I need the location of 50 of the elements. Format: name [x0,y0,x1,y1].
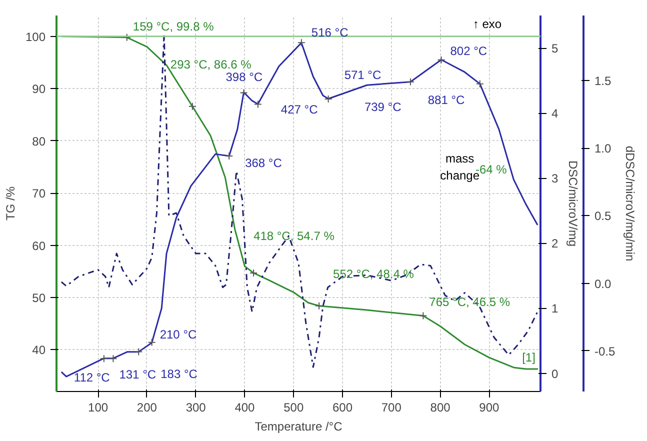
y2-axis-title: DSC/microV/mg [566,160,580,247]
y3-tick-label: 0.5 [594,209,612,224]
y3-tick-label: 1.5 [594,74,612,88]
y3-tick-label: 0.0 [594,276,612,291]
y3-axis-title: dDSC/microV/mg/min [623,146,638,262]
annotation: 159 °C, 99.8 % [132,19,214,34]
annotation: 368 °C [245,156,282,170]
y2-tick-label: 4 [552,106,558,121]
y2-tick-label: 2 [552,236,558,251]
x-tick-label: 600 [332,400,353,414]
annotation: 210 °C [160,327,197,342]
y-tick-label: 90 [32,82,46,96]
x-tick-label: 400 [234,400,256,414]
x-tick-label: 500 [284,400,304,414]
y-tick-label: 100 [25,30,46,44]
annotation: ↑ exo [472,16,502,31]
y-tick-label: 40 [32,343,46,358]
x-axis-title: Temperature /°C [254,420,343,434]
annotation: 183 °C [160,366,198,381]
annotation: 131 °C [119,368,156,382]
annotation: 516 °C [311,26,349,40]
x-tick-label: 300 [186,400,206,414]
y-tick-label: 60 [32,238,46,253]
y-tick-label: 80 [32,134,46,148]
annotation: [1] [522,350,536,365]
y3-tick-label: -0.5 [594,344,616,358]
annotation: 427 °C [280,102,318,116]
x-tick-label: 100 [88,400,108,414]
x-tick-label: 700 [381,400,402,414]
y3-tick-label: 1.0 [594,142,612,156]
annotation: 398 °C [226,70,263,84]
annotation: 739 °C [364,100,402,114]
y2-tick-label: 1 [552,302,558,316]
annotation: 418 °C, 54.7 % [254,228,335,243]
x-tick-label: 800 [430,400,451,414]
y-tick-label: 50 [32,291,46,305]
annotation: 765 °C, 46.5 % [429,294,510,309]
y2-tick-label: 3 [552,172,558,186]
y-axis-title: TG /% [3,186,18,220]
annotation: 293 °C, 86.6 % [170,57,252,72]
annotation: 802 °C [450,44,488,58]
y2-tick-label: 0 [552,366,558,381]
y-tick-label: 70 [32,186,46,201]
x-tick-label: 200 [136,400,158,414]
x-tick-label: 900 [479,400,500,414]
y2-tick-label: 5 [552,42,558,56]
annotation: 552 °C, 48.4 % [333,266,414,281]
annotation: 112 °C [74,370,110,385]
annotation: 571 °C [344,68,382,82]
annotation: 881 °C [428,92,466,107]
